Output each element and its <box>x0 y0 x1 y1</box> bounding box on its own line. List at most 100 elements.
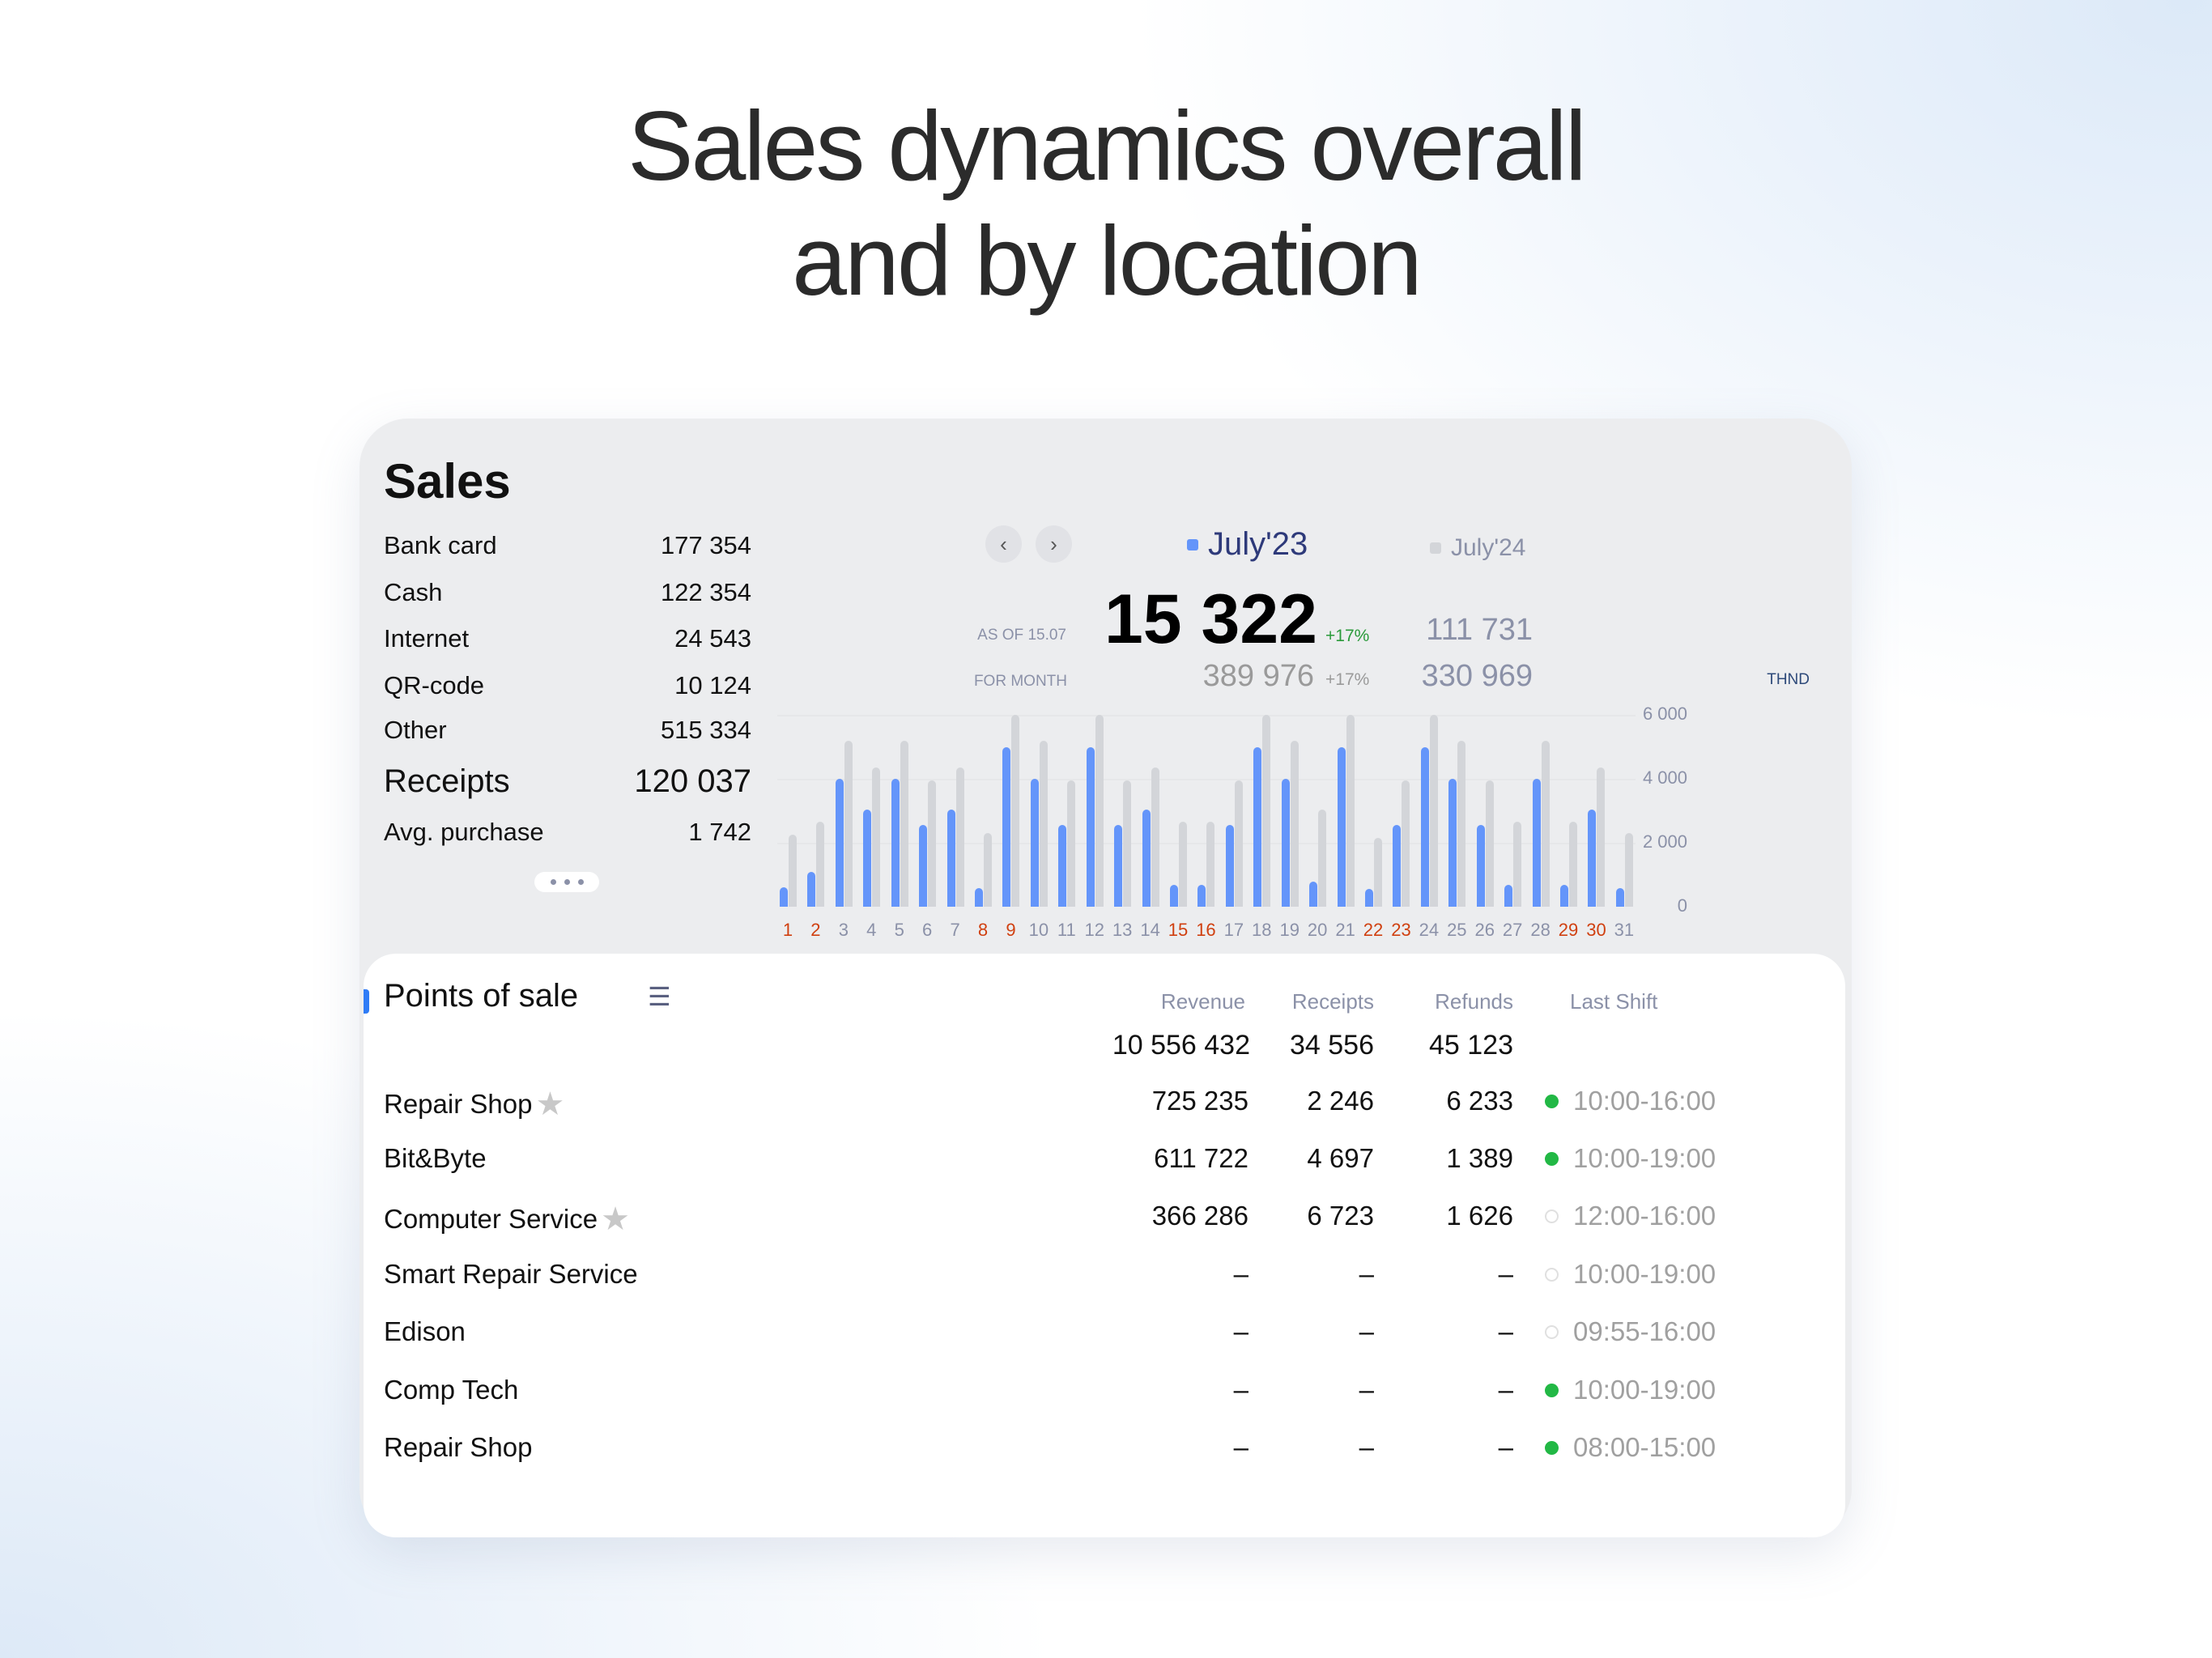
bar-compare[interactable] <box>1318 809 1327 907</box>
bar-current[interactable] <box>835 779 844 907</box>
receipts-cell: – <box>1359 1375 1374 1405</box>
chart-unit-label: THND <box>1767 671 1810 688</box>
bar-compare[interactable] <box>1179 822 1188 907</box>
bar-current[interactable] <box>891 779 900 907</box>
bar-current[interactable] <box>946 809 955 907</box>
column-header-refunds[interactable]: Refunds <box>1435 989 1513 1014</box>
bar-current[interactable] <box>1281 779 1290 907</box>
sales-row-value: 177 354 <box>660 531 751 559</box>
bar-current[interactable] <box>1448 779 1457 907</box>
bar-current[interactable] <box>1393 825 1402 907</box>
bar-current[interactable] <box>1253 746 1262 907</box>
bar-current[interactable] <box>1170 885 1179 907</box>
legend-compare[interactable]: July'24 <box>1430 534 1525 562</box>
x-tick-label: 24 <box>1419 920 1440 940</box>
bar-compare[interactable] <box>1234 780 1243 907</box>
location-name-cell[interactable]: Repair Shop ★ <box>384 1086 564 1123</box>
bar-current[interactable] <box>1615 888 1624 907</box>
bar-current[interactable] <box>919 825 928 907</box>
bar-current[interactable] <box>1114 825 1123 907</box>
as-of-value: 15 322 <box>1104 580 1317 658</box>
month-compare: 330 969 <box>1421 659 1533 693</box>
bar-compare[interactable] <box>955 767 964 907</box>
bar-compare[interactable] <box>1597 767 1606 907</box>
chevron-left-icon[interactable]: ‹ <box>985 525 1022 563</box>
location-name: Comp Tech <box>384 1375 519 1405</box>
bar-compare[interactable] <box>1485 780 1494 907</box>
bar-compare[interactable] <box>1541 740 1550 907</box>
location-name-cell[interactable]: Smart Repair Service <box>384 1259 638 1290</box>
location-name-cell[interactable]: Edison <box>384 1316 466 1347</box>
bar-current[interactable] <box>1309 882 1318 907</box>
bar-current[interactable] <box>1197 885 1206 907</box>
bar-compare[interactable] <box>984 833 992 907</box>
star-icon[interactable]: ★ <box>535 1086 565 1122</box>
bar-compare[interactable] <box>1457 740 1466 907</box>
bar-compare[interactable] <box>1374 838 1383 907</box>
star-icon[interactable]: ★ <box>601 1201 630 1237</box>
bar-compare[interactable] <box>1095 715 1104 907</box>
bar-current[interactable] <box>1058 825 1067 907</box>
legend-current[interactable]: July'23 <box>1187 526 1308 563</box>
bar-compare[interactable] <box>844 740 853 907</box>
chevron-right-icon[interactable]: › <box>1036 525 1072 563</box>
bar-compare[interactable] <box>1624 833 1633 907</box>
bar-compare[interactable] <box>1346 715 1355 907</box>
x-tick-label: 29 <box>1558 920 1579 940</box>
bar-current[interactable] <box>780 887 788 907</box>
bar-compare[interactable] <box>1011 715 1020 907</box>
refunds-cell: 6 233 <box>1446 1086 1513 1116</box>
bar-current[interactable] <box>1225 825 1234 907</box>
bar-compare[interactable] <box>900 740 908 907</box>
bar-current[interactable] <box>1532 779 1541 907</box>
location-name-cell[interactable]: Computer Service ★ <box>384 1201 630 1238</box>
bar-current[interactable] <box>807 871 816 907</box>
bar-compare[interactable] <box>1039 740 1048 907</box>
bar-compare[interactable] <box>816 822 825 907</box>
bar-current[interactable] <box>1476 825 1485 907</box>
bar-current[interactable] <box>1504 885 1513 907</box>
bar-current[interactable] <box>1365 889 1374 907</box>
sales-row-value: 515 334 <box>660 716 751 744</box>
ellipsis-icon[interactable] <box>534 872 599 892</box>
bar-current[interactable] <box>1588 809 1597 907</box>
bar-compare[interactable] <box>1067 780 1076 907</box>
bar-compare[interactable] <box>1429 715 1438 907</box>
bar-compare[interactable] <box>789 835 797 907</box>
bar-current[interactable] <box>975 888 983 907</box>
bar-compare[interactable] <box>1290 740 1299 907</box>
column-header-revenue[interactable]: Revenue <box>1160 989 1245 1014</box>
bar-current[interactable] <box>1142 809 1151 907</box>
bar-current[interactable] <box>1086 746 1095 907</box>
bar-compare[interactable] <box>1206 822 1215 907</box>
y-tick-label: 2 000 <box>1642 831 1687 852</box>
location-name-cell[interactable]: Bit&Byte <box>384 1143 487 1174</box>
list-icon[interactable]: ☰ <box>648 982 671 1011</box>
revenue-cell: – <box>1233 1316 1249 1346</box>
bar-current[interactable] <box>1420 746 1429 907</box>
bar-compare[interactable] <box>1513 822 1522 907</box>
column-header-receipts[interactable]: Receipts <box>1291 989 1374 1014</box>
bar-current[interactable] <box>863 809 872 907</box>
bar-compare[interactable] <box>1151 767 1159 907</box>
location-name-cell[interactable]: Repair Shop <box>384 1432 532 1463</box>
bar-compare[interactable] <box>1262 715 1271 907</box>
revenue-cell: 725 235 <box>1151 1086 1249 1116</box>
bar-current[interactable] <box>1030 779 1039 907</box>
column-header-last-shift[interactable]: Last Shift <box>1570 989 1658 1014</box>
as-of-label: AS OF 15.07 <box>977 627 1066 644</box>
x-tick-label: 6 <box>922 920 933 940</box>
bar-compare[interactable] <box>1402 780 1410 907</box>
bar-compare[interactable] <box>1569 822 1578 907</box>
receipts-cell: – <box>1359 1316 1374 1346</box>
bar-current[interactable] <box>1337 746 1346 907</box>
legend-swatch-compare <box>1430 542 1441 554</box>
bar-current[interactable] <box>1560 885 1569 907</box>
x-tick-label: 15 <box>1168 920 1189 940</box>
bar-compare[interactable] <box>872 767 881 907</box>
location-name-cell[interactable]: Comp Tech <box>384 1375 518 1405</box>
x-tick-label: 23 <box>1391 920 1411 940</box>
bar-current[interactable] <box>1002 746 1011 907</box>
bar-compare[interactable] <box>928 780 937 907</box>
bar-compare[interactable] <box>1123 780 1132 907</box>
